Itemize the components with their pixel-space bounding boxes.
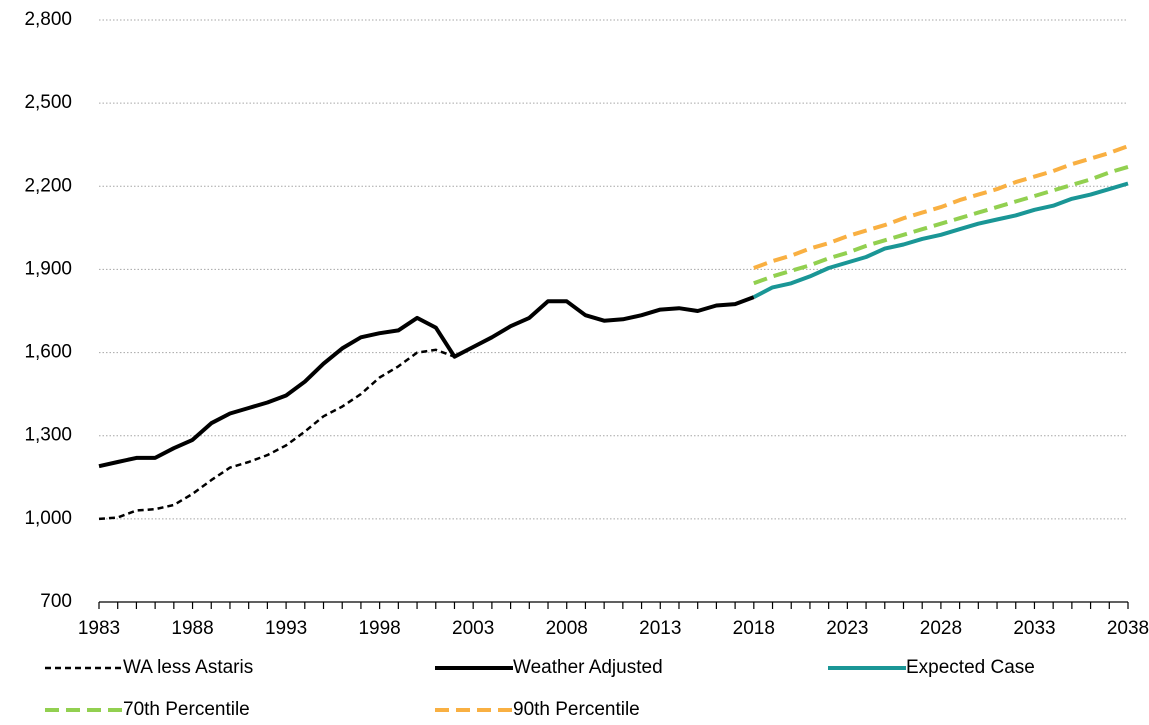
y-tick-label: 700 bbox=[40, 591, 72, 612]
series-line bbox=[753, 164, 1129, 286]
x-tick-label: 2038 bbox=[1107, 618, 1149, 639]
x-tick-label: 2023 bbox=[826, 618, 868, 639]
legend-label: Weather Adjusted bbox=[513, 657, 663, 678]
x-tick-label: 2008 bbox=[546, 618, 588, 639]
y-tick-label: 1,300 bbox=[24, 425, 72, 446]
x-tick-label: 2003 bbox=[452, 618, 494, 639]
series-line bbox=[752, 181, 1129, 299]
x-tick-label: 1983 bbox=[78, 618, 120, 639]
x-tick-label: 1998 bbox=[358, 618, 400, 639]
y-tick-label: 1,900 bbox=[24, 258, 72, 279]
legend-label: 70th Percentile bbox=[123, 699, 250, 720]
y-tick-label: 1,600 bbox=[24, 342, 72, 363]
series-line bbox=[98, 348, 455, 521]
x-tick-label: 2013 bbox=[639, 618, 681, 639]
x-tick-label: 1988 bbox=[171, 618, 213, 639]
x-tick-label: 1993 bbox=[265, 618, 307, 639]
legend-label: 90th Percentile bbox=[513, 699, 640, 720]
x-tick-label: 2033 bbox=[1013, 618, 1055, 639]
series-line bbox=[98, 295, 755, 469]
x-tick-label: 2018 bbox=[733, 618, 775, 639]
y-tick-label: 2,200 bbox=[24, 175, 72, 196]
series-line bbox=[753, 144, 1129, 270]
y-tick-label: 1,000 bbox=[24, 508, 72, 529]
legend-label: WA less Astaris bbox=[123, 657, 253, 678]
x-tick-label: 2028 bbox=[920, 618, 962, 639]
y-tick-label: 2,800 bbox=[24, 9, 72, 30]
y-tick-label: 2,500 bbox=[24, 92, 72, 113]
legend-label: Expected Case bbox=[906, 657, 1035, 678]
